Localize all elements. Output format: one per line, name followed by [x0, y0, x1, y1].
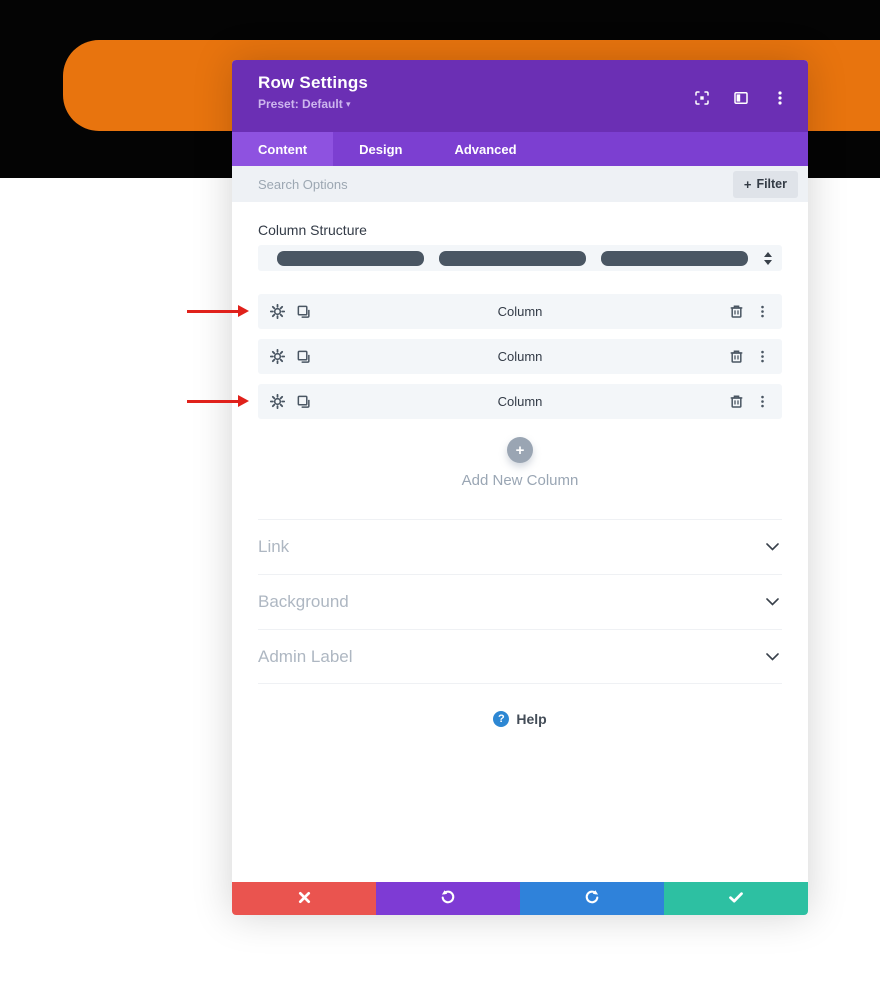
redo-icon	[584, 889, 600, 908]
discard-button[interactable]	[232, 882, 376, 915]
column-row-2[interactable]: Column	[258, 339, 782, 374]
more-options-icon[interactable]	[772, 90, 788, 106]
chevron-down-icon	[766, 652, 779, 661]
column-structure-bar	[439, 250, 586, 266]
section-label: Link	[258, 537, 290, 556]
preset-dropdown[interactable]: Preset: Default ▾	[258, 97, 368, 111]
split-view-icon[interactable]	[733, 90, 749, 106]
help-icon: ?	[493, 711, 510, 727]
kebab-icon[interactable]	[755, 394, 770, 409]
tab-advanced[interactable]: Advanced	[454, 141, 517, 157]
add-new-column: + Add New Column	[258, 437, 782, 489]
tab-design[interactable]: Design	[359, 141, 403, 157]
column-row-label: Column	[497, 304, 543, 319]
duplicate-icon[interactable]	[296, 394, 311, 409]
column-list: Column	[258, 294, 782, 419]
row-settings-modal: Row Settings Preset: Default ▾	[232, 60, 808, 915]
column-structure-select[interactable]	[258, 245, 782, 271]
undo-button[interactable]	[376, 882, 520, 915]
preset-label: Preset: Default	[258, 97, 343, 111]
section-link[interactable]: Link	[258, 519, 782, 574]
content-panel: Column Structure	[232, 222, 808, 727]
add-column-button[interactable]: +	[507, 437, 533, 463]
add-new-column-label[interactable]: Add New Column	[461, 472, 579, 489]
modal-title: Row Settings	[258, 73, 369, 92]
column-row-label: Column	[497, 349, 543, 364]
column-row-3[interactable]: Column	[258, 384, 782, 419]
filter-button-label: Filter	[756, 177, 787, 191]
gear-icon[interactable]	[270, 349, 285, 364]
column-structure-bar	[277, 250, 424, 266]
search-options-bar: + Filter	[232, 166, 808, 202]
focus-mode-icon[interactable]	[694, 90, 710, 106]
modal-footer	[232, 882, 808, 915]
tab-content[interactable]: Content	[232, 132, 334, 166]
plus-icon: +	[515, 441, 525, 459]
trash-icon[interactable]	[729, 394, 744, 409]
chevron-down-icon	[766, 543, 779, 551]
trash-icon[interactable]	[729, 304, 744, 319]
check-icon	[729, 891, 743, 906]
column-structure-label: Column Structure	[258, 222, 367, 238]
column-row-label: Column	[497, 394, 543, 409]
gear-icon[interactable]	[270, 394, 285, 409]
x-icon	[298, 891, 311, 907]
duplicate-icon[interactable]	[296, 304, 311, 319]
up-down-arrows-icon[interactable]	[763, 251, 773, 265]
option-sections: Link Background Ad	[258, 519, 782, 684]
help-label: Help	[516, 711, 547, 727]
preset-caret-icon: ▾	[346, 99, 351, 109]
trash-icon[interactable]	[729, 349, 744, 364]
kebab-icon[interactable]	[755, 304, 770, 319]
column-structure-bar	[601, 250, 748, 266]
duplicate-icon[interactable]	[296, 349, 311, 364]
filter-button[interactable]: + Filter	[732, 170, 798, 198]
section-label: Background	[258, 592, 349, 611]
undo-icon	[440, 889, 456, 908]
kebab-icon[interactable]	[755, 349, 770, 364]
modal-header: Row Settings Preset: Default ▾	[232, 60, 808, 132]
save-button[interactable]	[664, 882, 808, 915]
section-admin-label[interactable]: Admin Label	[258, 629, 782, 684]
help-link[interactable]: ? Help	[258, 711, 782, 727]
column-row-1[interactable]: Column	[258, 294, 782, 329]
section-label: Admin Label	[258, 646, 353, 666]
search-input[interactable]	[258, 176, 558, 192]
section-background[interactable]: Background	[258, 574, 782, 629]
gear-icon[interactable]	[270, 304, 285, 319]
plus-icon: +	[743, 176, 752, 192]
tab-bar: Content Design Advanced	[232, 132, 808, 166]
redo-button[interactable]	[520, 882, 664, 915]
chevron-down-icon	[766, 598, 779, 606]
